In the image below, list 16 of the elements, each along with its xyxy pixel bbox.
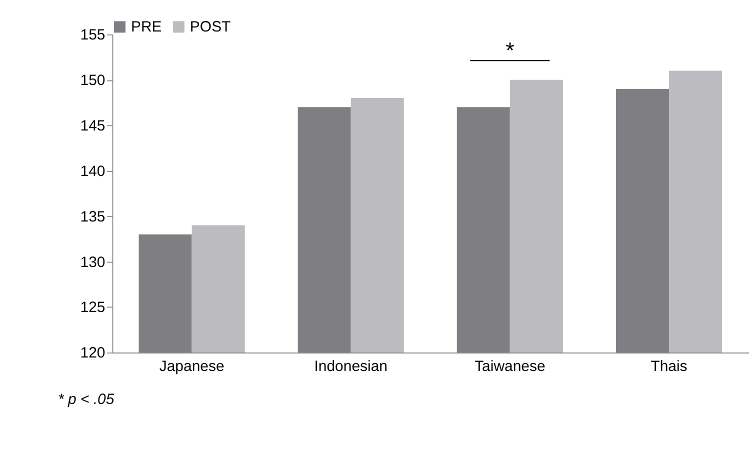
annotation: * bbox=[506, 38, 515, 63]
x-tick-label: Indonesian bbox=[314, 358, 388, 375]
legend-label: PRE bbox=[130, 18, 162, 36]
y-tick-label: 150 bbox=[80, 72, 106, 90]
y-tick-label: 120 bbox=[80, 344, 106, 362]
legend-label: POST bbox=[190, 18, 231, 36]
y-tick-label: 130 bbox=[80, 254, 106, 271]
text: * p < .05 bbox=[58, 391, 115, 408]
y-tick-label: 135 bbox=[80, 208, 106, 226]
x-tick-label: Japanese bbox=[159, 358, 224, 375]
x-tick-label: Taiwanese bbox=[474, 358, 546, 375]
y-tick-label: 140 bbox=[80, 162, 106, 180]
y-tick-label: 145 bbox=[80, 117, 106, 134]
y-tick-label: 125 bbox=[80, 299, 106, 316]
x-tick-label: Thais bbox=[650, 358, 688, 375]
y-tick-label: 155 bbox=[80, 26, 106, 44]
